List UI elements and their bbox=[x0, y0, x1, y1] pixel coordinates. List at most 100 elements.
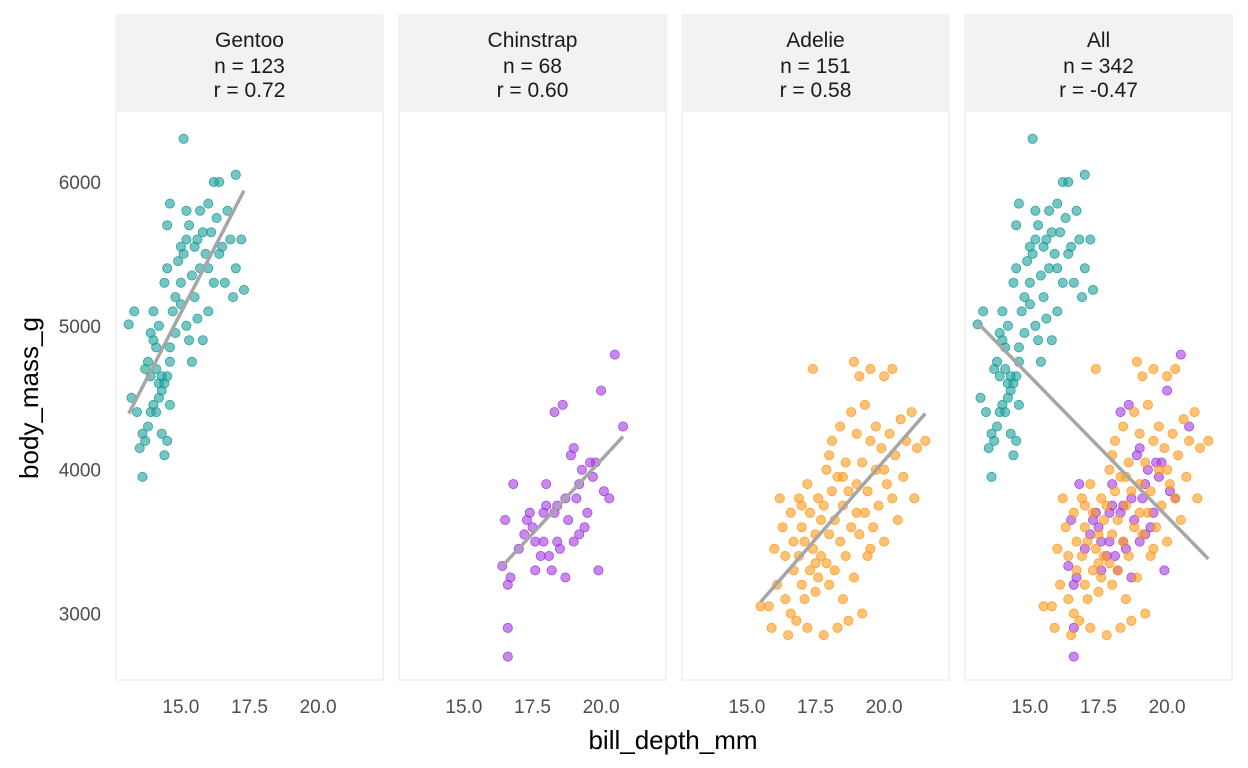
point-gentoo bbox=[1030, 234, 1041, 245]
point-adelie bbox=[829, 565, 840, 576]
point-gentoo bbox=[225, 234, 236, 245]
point-adelie bbox=[1071, 536, 1082, 547]
point-gentoo bbox=[1052, 306, 1063, 317]
point-adelie bbox=[887, 493, 898, 504]
point-adelie bbox=[818, 500, 829, 511]
point-gentoo bbox=[162, 435, 173, 446]
point-gentoo bbox=[140, 435, 151, 446]
point-adelie bbox=[843, 486, 854, 497]
point-adelie bbox=[846, 522, 857, 533]
point-gentoo bbox=[986, 471, 997, 482]
y-tick-label: 4000 bbox=[59, 461, 101, 482]
point-gentoo bbox=[1035, 356, 1046, 367]
point-gentoo bbox=[997, 335, 1008, 346]
point-adelie bbox=[846, 407, 857, 418]
point-adelie bbox=[805, 565, 816, 576]
point-gentoo bbox=[186, 356, 197, 367]
point-adelie bbox=[912, 443, 923, 454]
point-gentoo bbox=[1030, 320, 1041, 331]
point-adelie bbox=[881, 479, 892, 490]
point-adelie bbox=[1118, 421, 1129, 432]
x-tick-label: 15.0 bbox=[445, 697, 482, 718]
point-adelie bbox=[1120, 500, 1131, 511]
point-gentoo bbox=[186, 270, 197, 281]
point-gentoo bbox=[1035, 270, 1046, 281]
point-gentoo bbox=[992, 421, 1003, 432]
point-gentoo bbox=[208, 277, 219, 288]
x-tick-label: 17.5 bbox=[797, 697, 834, 718]
point-adelie bbox=[1129, 407, 1140, 418]
strip-gentoo-r: r = 0.72 bbox=[214, 79, 286, 102]
point-adelie bbox=[1079, 579, 1090, 590]
point-gentoo bbox=[197, 335, 208, 346]
point-adelie bbox=[854, 529, 865, 540]
point-adelie bbox=[879, 536, 890, 547]
point-adelie bbox=[1184, 435, 1195, 446]
point-adelie bbox=[1137, 371, 1148, 382]
point-adelie bbox=[1046, 601, 1057, 612]
point-gentoo bbox=[1016, 306, 1027, 317]
point-gentoo bbox=[1013, 198, 1024, 209]
point-adelie bbox=[1099, 515, 1110, 526]
point-adelie bbox=[887, 363, 898, 374]
point-adelie bbox=[859, 399, 870, 410]
point-chinstrap bbox=[587, 471, 598, 482]
point-gentoo bbox=[156, 371, 167, 382]
point-gentoo bbox=[238, 284, 249, 295]
point-gentoo bbox=[156, 428, 167, 439]
point-adelie bbox=[1175, 515, 1186, 526]
point-adelie bbox=[1162, 464, 1173, 475]
point-gentoo bbox=[217, 241, 228, 252]
point-adelie bbox=[857, 608, 868, 619]
point-gentoo bbox=[1044, 205, 1055, 216]
point-adelie bbox=[1181, 471, 1192, 482]
point-chinstrap bbox=[544, 551, 555, 562]
point-chinstrap bbox=[519, 529, 530, 540]
point-adelie bbox=[1101, 630, 1112, 641]
point-chinstrap bbox=[541, 479, 552, 490]
point-adelie bbox=[1082, 536, 1093, 547]
point-adelie bbox=[1159, 443, 1170, 454]
point-adelie bbox=[1093, 529, 1104, 540]
point-chinstrap bbox=[502, 651, 513, 662]
point-adelie bbox=[810, 558, 821, 569]
x-tick-label: 15.0 bbox=[728, 697, 765, 718]
point-gentoo bbox=[1024, 277, 1035, 288]
point-adelie bbox=[832, 622, 843, 633]
point-gentoo bbox=[1027, 248, 1038, 259]
point-gentoo bbox=[1085, 234, 1096, 245]
point-gentoo bbox=[151, 407, 162, 418]
point-gentoo bbox=[1033, 220, 1044, 231]
point-chinstrap bbox=[1162, 385, 1173, 396]
strip-gentoo-n: n = 123 bbox=[214, 55, 285, 78]
point-adelie bbox=[1142, 399, 1153, 410]
point-gentoo bbox=[978, 306, 989, 317]
point-adelie bbox=[1134, 507, 1145, 518]
point-adelie bbox=[1110, 486, 1121, 497]
point-gentoo bbox=[159, 277, 170, 288]
point-adelie bbox=[865, 435, 876, 446]
point-chinstrap bbox=[560, 572, 571, 583]
point-adelie bbox=[835, 421, 846, 432]
point-adelie bbox=[892, 515, 903, 526]
point-chinstrap bbox=[1074, 479, 1085, 490]
axes-layer: 15.0 17.5 20.0 15.0 17.5 20.0 15.0 17.5 20.0 15.0… bbox=[59, 173, 1186, 718]
strip-chinstrap-title: Chinstrap bbox=[488, 29, 578, 52]
point-gentoo bbox=[981, 407, 992, 418]
point-gentoo bbox=[1041, 234, 1052, 245]
point-gentoo bbox=[162, 220, 173, 231]
point-chinstrap bbox=[1063, 561, 1074, 572]
point-gentoo bbox=[975, 392, 986, 403]
point-adelie bbox=[906, 407, 917, 418]
point-adelie bbox=[879, 464, 890, 475]
point-adelie bbox=[1110, 435, 1121, 446]
point-gentoo bbox=[1066, 241, 1077, 252]
point-adelie bbox=[898, 471, 909, 482]
point-adelie bbox=[816, 551, 827, 562]
point-adelie bbox=[785, 608, 796, 619]
point-adelie bbox=[827, 486, 838, 497]
point-gentoo bbox=[1046, 335, 1057, 346]
point-adelie bbox=[1093, 558, 1104, 569]
point-adelie bbox=[1063, 594, 1074, 605]
